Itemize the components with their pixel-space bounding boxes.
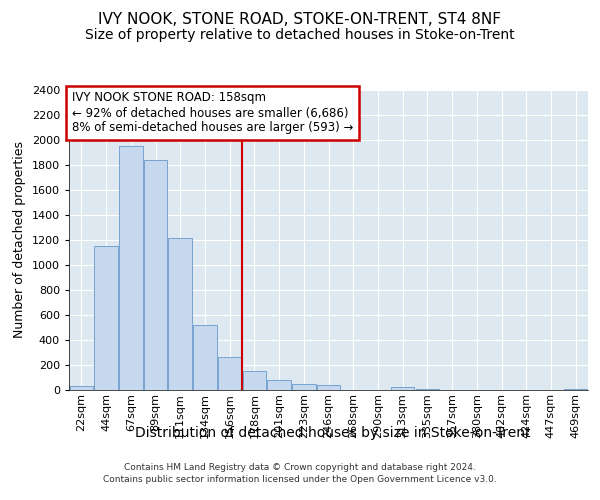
Y-axis label: Number of detached properties: Number of detached properties xyxy=(13,142,26,338)
Bar xyxy=(317,385,340,390)
Bar xyxy=(268,380,291,390)
Bar xyxy=(193,325,217,390)
Bar xyxy=(292,384,316,390)
Bar xyxy=(416,389,439,390)
Text: IVY NOOK, STONE ROAD, STOKE-ON-TRENT, ST4 8NF: IVY NOOK, STONE ROAD, STOKE-ON-TRENT, ST… xyxy=(98,12,502,28)
Bar xyxy=(169,238,192,390)
Text: Distribution of detached houses by size in Stoke-on-Trent: Distribution of detached houses by size … xyxy=(135,426,531,440)
Bar xyxy=(70,386,93,390)
Bar xyxy=(218,357,241,390)
Bar xyxy=(119,146,143,390)
Bar xyxy=(144,160,167,390)
Bar xyxy=(242,371,266,390)
Text: Contains public sector information licensed under the Open Government Licence v3: Contains public sector information licen… xyxy=(103,475,497,484)
Bar xyxy=(391,387,415,390)
Text: Contains HM Land Registry data © Crown copyright and database right 2024.: Contains HM Land Registry data © Crown c… xyxy=(124,464,476,472)
Text: Size of property relative to detached houses in Stoke-on-Trent: Size of property relative to detached ho… xyxy=(85,28,515,42)
Text: IVY NOOK STONE ROAD: 158sqm
← 92% of detached houses are smaller (6,686)
8% of s: IVY NOOK STONE ROAD: 158sqm ← 92% of det… xyxy=(71,92,353,134)
Bar xyxy=(94,246,118,390)
